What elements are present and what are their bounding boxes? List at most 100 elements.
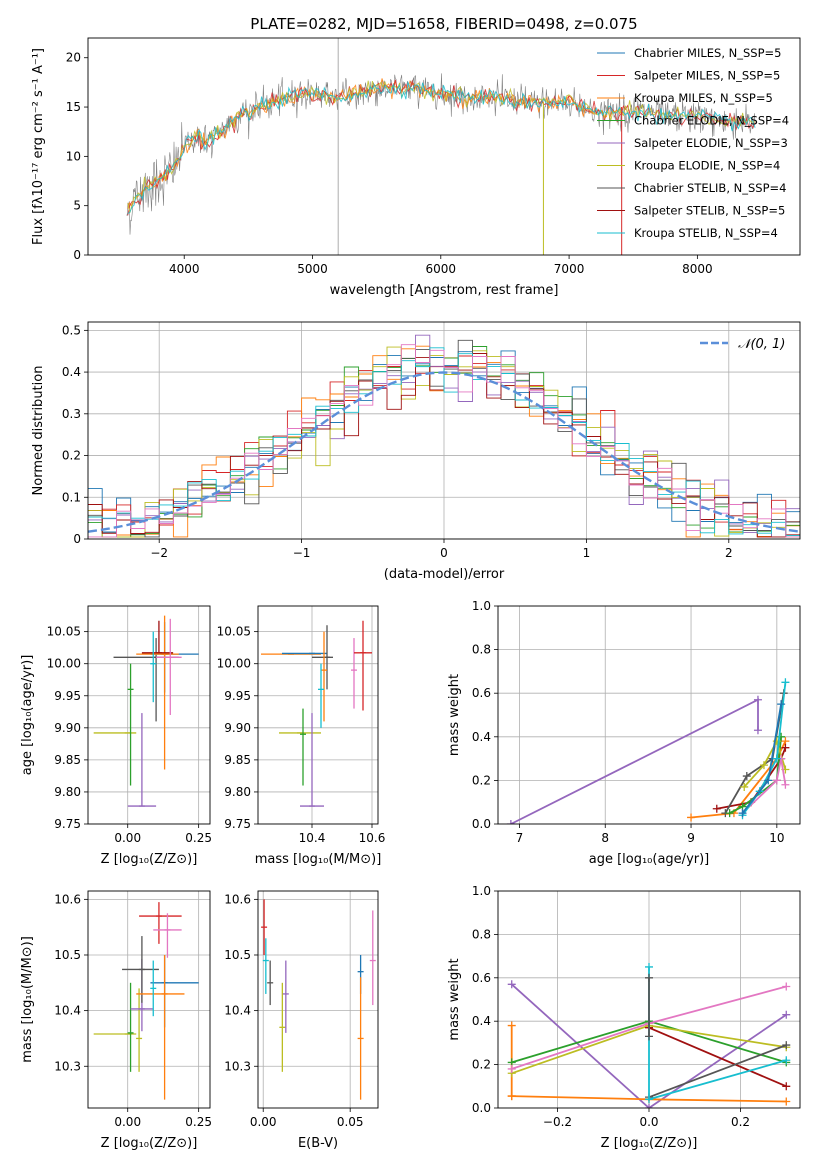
legend-label: Salpeter STELIB, N_SSP=5 (634, 204, 785, 218)
y-tick-label: 10.05 (217, 625, 251, 639)
x-tick-label: 10 (769, 831, 784, 845)
y-axis-label: Normed distribution (31, 366, 46, 496)
errorbar-point (136, 988, 143, 1072)
x-tick-label: 9 (687, 831, 695, 845)
axes-frame-age_vs_Z (87, 605, 211, 825)
x-axis-label: mass [log₁₀(M/M⊙)] (255, 852, 382, 867)
y-tick-label: 9.80 (224, 785, 251, 799)
x-axis-label: Z [log₁₀(Z/Z⊙)] (101, 1136, 198, 1151)
y-tick-label: 0.4 (62, 365, 81, 379)
errorbar-point (113, 638, 179, 722)
point-marker (712, 804, 721, 813)
errorbar-point (150, 960, 157, 1017)
point-marker (772, 754, 781, 763)
errorbar-point (127, 982, 134, 1072)
point-marker (777, 700, 786, 709)
panel-spectrum: 4000 5000 6000 7000 8000 0 5 10 15 20 wavelength [… (31, 37, 801, 298)
point-marker (740, 782, 749, 791)
plot-area-massweight_vs_Z (498, 891, 800, 1108)
point-marker (506, 820, 515, 824)
x-axis-label: E(B-V) (298, 1136, 338, 1151)
axes-frame-massweight_vs_Z (497, 890, 801, 1109)
y-tick-label: 0.8 (472, 927, 491, 941)
y-tick-label: 9.90 (224, 721, 251, 735)
x-tick-label: 5000 (297, 262, 328, 276)
axes-frame-spectrum (87, 37, 801, 256)
point-marker (507, 980, 516, 989)
y-tick-label: 10 (66, 149, 81, 163)
histogram-step-8 (88, 347, 800, 537)
plot-area-age_vs_Z (88, 606, 210, 824)
panel-age_vs_Z: 0.00 0.25 9.75 9.80 9.85 9.90 9.95 10.00 10.05 Z … (20, 605, 212, 867)
y-tick-label: 10.4 (54, 1004, 81, 1018)
errorbar-point (321, 631, 327, 722)
errorbar-point (150, 631, 157, 703)
y-tick-label: 1.0 (472, 884, 491, 898)
errorbar-point (127, 713, 157, 807)
y-tick-label: 0.0 (472, 817, 491, 831)
x-tick-label: 0.00 (114, 831, 141, 845)
point-marker (782, 982, 791, 991)
series-line-1 (690, 740, 787, 819)
x-tick-label: 10.6 (359, 831, 386, 845)
errorbar-point (261, 899, 268, 955)
point-marker (725, 809, 734, 818)
x-tick-label: 0.00 (114, 1115, 141, 1129)
y-tick-label: 1.0 (472, 599, 491, 613)
x-tick-label: −2 (150, 546, 168, 560)
y-tick-label: 9.95 (224, 689, 251, 703)
errorbar-point (141, 620, 174, 654)
x-tick-label: 8000 (682, 262, 713, 276)
x-tick-label: 10.4 (299, 831, 326, 845)
y-axis-label: Flux [fλ10⁻¹⁷ erg cm⁻² s⁻¹ A⁻¹] (31, 48, 46, 245)
series-line-6 (648, 1044, 787, 1099)
point-marker (764, 776, 773, 785)
point-marker (782, 1041, 791, 1050)
x-tick-label: 0 (440, 546, 448, 560)
y-tick-label: 0.8 (472, 643, 491, 657)
y-tick-label: 20 (66, 51, 81, 65)
errorbar-point (282, 960, 289, 1033)
axes-frame-age_vs_mass (257, 605, 379, 825)
y-axis-label: mass weight (447, 674, 462, 756)
y-tick-label: 0 (73, 532, 81, 546)
y-tick-label: 0 (73, 248, 81, 262)
histogram-step-9 (88, 344, 800, 538)
errorbar-point (312, 625, 333, 690)
y-axis-label: mass [log₁₀(M/M⊙)] (20, 936, 35, 1063)
x-tick-label: 0.05 (337, 1115, 364, 1129)
panel-mass_vs_ebv: 0.00 0.05 10.3 10.4 10.5 10.6 E(B-V) (224, 890, 379, 1151)
x-tick-label: 7000 (554, 262, 585, 276)
x-tick-label: 7 (516, 831, 524, 845)
panel-massweight_vs_Z: −0.2 0.0 0.2 0.0 0.2 0.4 0.6 0.8 1.0 Z [log₁₀(Z/Z… (447, 884, 801, 1151)
point-marker (759, 761, 768, 770)
x-tick-label: 0.2 (731, 1115, 750, 1129)
plot-area-spectrum (126, 38, 756, 255)
panel-mass_vs_Z: 0.00 0.25 10.3 10.4 10.5 10.6 Z [log₁₀(Z/Z⊙)] m… (20, 890, 212, 1151)
x-tick-label: 1 (583, 546, 591, 560)
errorbar-point (136, 615, 179, 770)
y-axis-label: mass weight (447, 958, 462, 1040)
y-tick-label: 9.85 (224, 753, 251, 767)
errorbar-point (300, 713, 324, 807)
legend-label: Salpeter MILES, N_SSP=5 (634, 69, 780, 83)
x-tick-label: −0.2 (543, 1115, 572, 1129)
x-tick-label: 0.25 (185, 1115, 212, 1129)
errorbar-point (150, 954, 199, 1028)
errorbar-point (262, 938, 269, 994)
series-line-0 (511, 983, 787, 1108)
y-tick-label: 0.3 (62, 407, 81, 421)
y-tick-label: 9.90 (54, 721, 81, 735)
y-tick-label: 9.85 (54, 753, 81, 767)
y-tick-label: 10.6 (54, 892, 81, 906)
x-tick-label: −1 (293, 546, 311, 560)
legend-label: Chabrier MILES, N_SSP=5 (634, 46, 781, 60)
series-model-2 (127, 80, 756, 213)
y-tick-label: 0.1 (62, 490, 81, 504)
axes-frame-mass_vs_Z (87, 890, 211, 1109)
y-tick-label: 9.75 (54, 817, 81, 831)
y-tick-label: 0.6 (472, 971, 491, 985)
axes-frame-massweight_vs_age (497, 605, 801, 825)
legend-label: Chabrier ELODIE, N_SSP=4 (634, 114, 789, 128)
